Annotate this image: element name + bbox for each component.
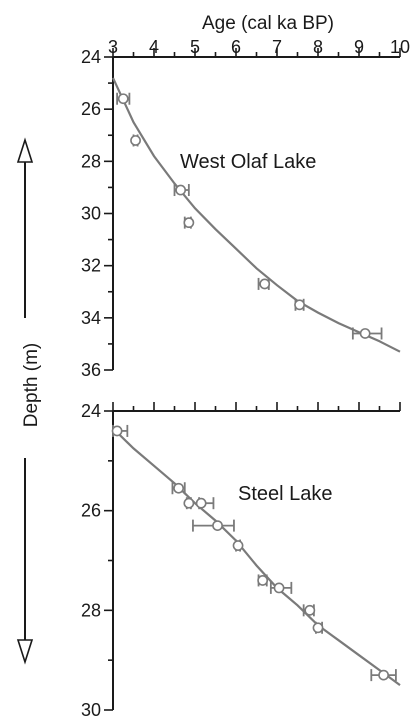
y-tick-label: 24 (81, 401, 101, 421)
y-tick-label: 34 (81, 308, 101, 328)
data-point (130, 135, 141, 146)
data-point (175, 184, 187, 196)
y-tick-label: 28 (81, 600, 101, 620)
data-point (117, 93, 129, 105)
x-axis-title: Age (cal ka BP) (202, 13, 334, 34)
y-tick-label: 32 (81, 256, 101, 276)
data-point (183, 497, 195, 509)
data-point (312, 622, 324, 634)
x-tick-labels: 3 4 5 6 7 8 9 10 (108, 37, 410, 57)
y-tick-label: 26 (81, 501, 101, 521)
data-point (294, 299, 305, 311)
data-point (259, 278, 271, 290)
y-tick-label: 24 (81, 47, 101, 67)
panel-title-west-olaf-lake: West Olaf Lake (180, 151, 316, 173)
y-tick-label: 28 (81, 151, 101, 171)
data-point (359, 328, 371, 339)
depth-arrow (16, 137, 34, 665)
data-point (378, 669, 389, 681)
data-point (257, 575, 269, 586)
data-point (304, 604, 316, 616)
y-tick-label: 30 (81, 700, 101, 719)
panel-steel-lake: Steel Lake 24 26 28 30 (81, 401, 401, 719)
age-depth-curve (112, 77, 401, 353)
x-tick-label: 4 (149, 37, 159, 57)
x-tick-label: 7 (272, 37, 282, 57)
x-tick-label: 9 (354, 37, 364, 57)
y-axis-title: Depth (m) (21, 343, 42, 427)
data-point (273, 582, 285, 594)
panel-west-olaf-lake: West Olaf Lake 24 26 28 30 32 34 36 (81, 47, 401, 380)
data-point (111, 425, 123, 437)
data-point (173, 482, 184, 494)
y-tick-label: 36 (81, 360, 101, 380)
x-tick-label: 6 (231, 37, 241, 57)
data-point (183, 217, 195, 229)
x-tick-label: 5 (190, 37, 200, 57)
arrow-head-up-icon (16, 137, 34, 163)
data-point (212, 520, 223, 532)
x-tick-label: 3 (108, 37, 118, 57)
x-tick-label: 10 (390, 37, 410, 57)
age-depth-curve (112, 427, 401, 686)
data-point (195, 497, 207, 509)
y-tick-label: 30 (81, 204, 101, 224)
x-tick-label: 8 (313, 37, 323, 57)
y-tick-label: 26 (81, 99, 101, 119)
panel-title-steel-lake: Steel Lake (238, 483, 333, 505)
arrow-head-down-icon (16, 639, 34, 665)
data-point (232, 540, 244, 551)
